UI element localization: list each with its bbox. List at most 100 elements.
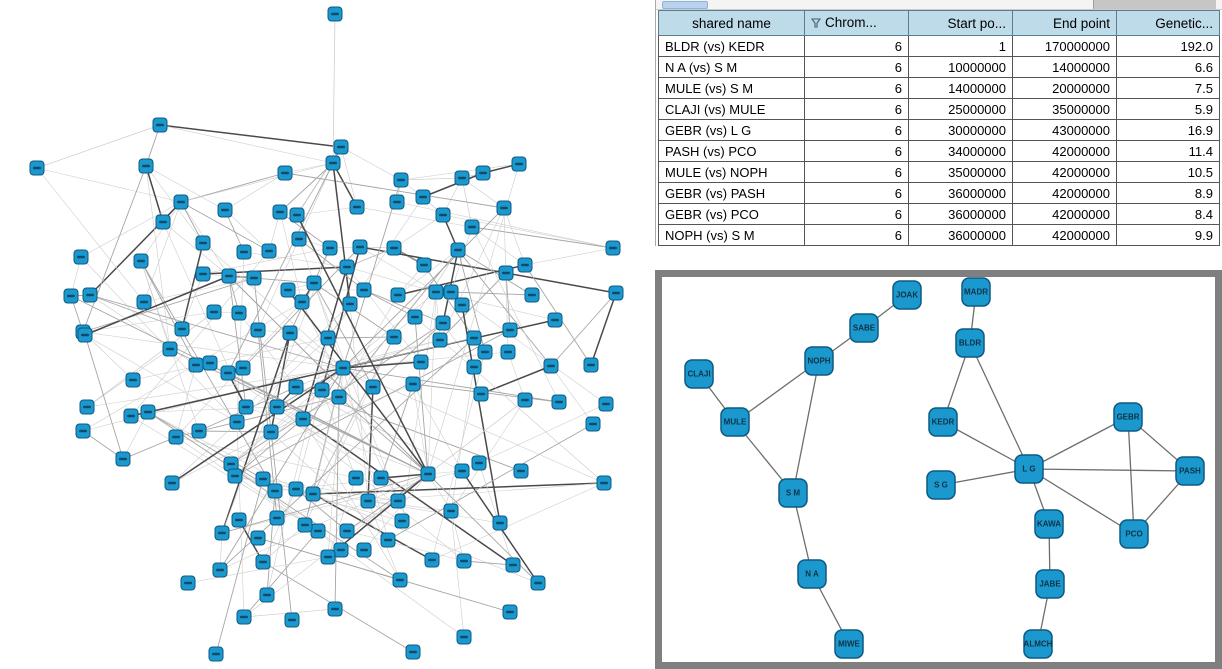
network-node-jabe[interactable]: JABE [1035,569,1065,599]
network-node[interactable] [373,470,389,486]
network-node[interactable] [492,515,508,531]
network-node[interactable] [393,172,409,188]
column-header-shared-name[interactable]: shared name [658,10,805,36]
network-node[interactable] [428,284,444,300]
column-header-chromosome[interactable]: Chrom... [804,10,909,36]
table-row[interactable]: BLDR (vs) KEDR 6 1 170000000 192.0 [658,35,1220,57]
network-node[interactable] [413,354,429,370]
network-node[interactable] [79,399,95,415]
network-node[interactable] [220,365,236,381]
network-node[interactable] [443,284,459,300]
network-node[interactable] [349,199,365,215]
network-node-gebr[interactable]: GEBR [1113,402,1143,432]
network-node[interactable] [513,463,529,479]
network-node[interactable] [502,322,518,338]
network-node[interactable] [259,587,275,603]
filter-icon[interactable] [810,16,822,31]
network-node[interactable] [221,268,237,284]
network-node-miwe[interactable]: MIWE [834,629,864,659]
network-node[interactable] [547,312,563,328]
network-node[interactable] [356,542,372,558]
network-node[interactable] [415,189,431,205]
network-node[interactable] [250,322,266,338]
network-node-madr[interactable]: MADR [961,277,991,307]
horizontal-scrollbar-thumb[interactable] [662,1,708,9]
network-node[interactable] [432,332,448,348]
network-node[interactable] [466,359,482,375]
network-node[interactable] [424,552,440,568]
network-node[interactable] [261,243,277,259]
network-node[interactable] [333,542,349,558]
network-node[interactable] [155,214,171,230]
network-node[interactable] [386,240,402,256]
network-node-l-g[interactable]: L G [1014,454,1044,484]
network-node[interactable] [511,156,527,172]
network-node[interactable] [454,297,470,313]
table-row[interactable]: GEBR (vs) PCO 6 36000000 42000000 8.4 [658,203,1220,225]
network-node[interactable] [123,408,139,424]
column-header-genetic[interactable]: Genetic... [1116,10,1220,36]
network-node[interactable] [456,553,472,569]
network-node[interactable] [272,204,288,220]
network-node[interactable] [530,575,546,591]
network-node-n-a[interactable]: N A [797,559,827,589]
network-node[interactable] [416,257,432,273]
network-node[interactable] [454,463,470,479]
network-node[interactable] [331,389,347,405]
network-node[interactable] [217,202,233,218]
network-node[interactable] [314,382,330,398]
network-node[interactable] [466,330,482,346]
network-node[interactable] [517,257,533,273]
network-node[interactable] [360,493,376,509]
network-node[interactable] [212,562,228,578]
network-node-kedr[interactable]: KEDR [928,407,958,437]
network-node[interactable] [543,358,559,374]
network-node-s-g[interactable]: S G [926,470,956,500]
network-node-s-m[interactable]: S M [778,478,808,508]
network-node[interactable] [454,170,470,186]
network-node[interactable] [269,510,285,526]
network-node[interactable] [288,481,304,497]
network-node[interactable] [82,287,98,303]
network-node[interactable] [267,483,283,499]
network-node[interactable] [263,424,279,440]
network-node-kawa[interactable]: KAWA [1034,509,1064,539]
network-node[interactable] [223,456,239,472]
network-node[interactable] [291,231,307,247]
network-node[interactable] [180,575,196,591]
network-node[interactable] [238,399,254,415]
network-node[interactable] [405,644,421,660]
network-node[interactable] [598,396,614,412]
network-node[interactable] [246,270,262,286]
table-row[interactable]: PASH (vs) PCO 6 34000000 42000000 11.4 [658,140,1220,162]
network-node[interactable] [138,158,154,174]
network-node[interactable] [282,325,298,341]
network-node[interactable] [288,379,304,395]
network-node[interactable] [496,200,512,216]
network-node[interactable] [524,287,540,303]
network-node[interactable] [394,513,410,529]
network-node[interactable] [320,330,336,346]
table-row[interactable]: MULE (vs) NOPH 6 35000000 42000000 10.5 [658,161,1220,183]
table-row[interactable]: CLAJI (vs) MULE 6 25000000 35000000 5.9 [658,98,1220,120]
column-header-end-point[interactable]: End point [1012,10,1117,36]
network-node[interactable] [325,155,341,171]
network-node[interactable] [517,392,533,408]
network-node[interactable] [386,329,402,345]
network-node[interactable] [450,242,466,258]
network-node[interactable] [174,321,190,337]
network-node[interactable] [502,604,518,620]
network-node[interactable] [284,612,300,628]
network-node[interactable] [389,194,405,210]
network-node[interactable] [435,315,451,331]
network-node[interactable] [605,240,621,256]
network-node[interactable] [206,304,222,320]
network-node[interactable] [255,554,271,570]
network-node[interactable] [235,360,251,376]
network-node[interactable] [342,296,358,312]
network-node-joak[interactable]: JOAK [892,280,922,310]
network-node[interactable] [289,207,305,223]
network-node[interactable] [133,253,149,269]
network-node[interactable] [583,357,599,373]
network-node-noph[interactable]: NOPH [804,346,834,376]
